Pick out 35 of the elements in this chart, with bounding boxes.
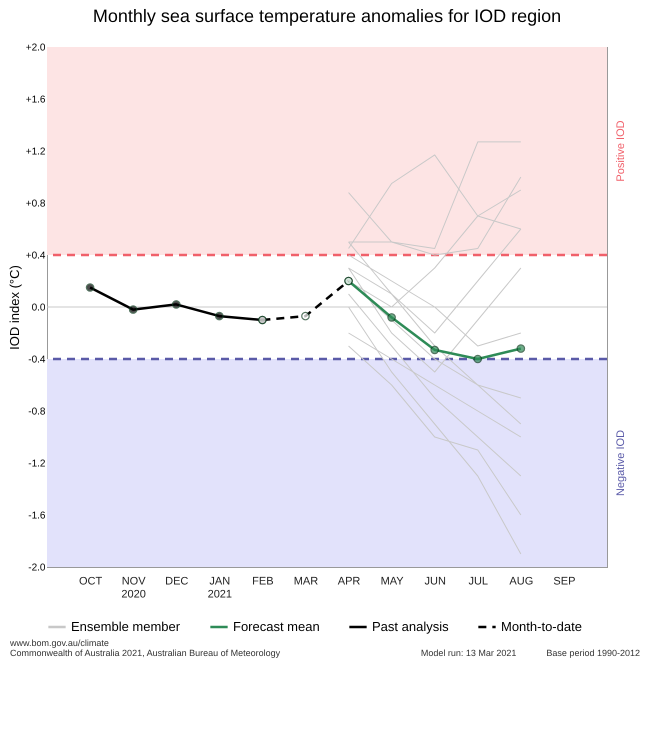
text: www.bom.gov.au/climate [10, 638, 110, 648]
x-tick-label: DEC [165, 576, 188, 588]
band-label: Negative IOD [615, 430, 627, 496]
legend-label: Past analysis [372, 619, 450, 634]
y-tick-label: -1.2 [28, 458, 46, 470]
x-tick-label: MAY [380, 576, 404, 588]
x-tick-label: OCT [78, 576, 102, 588]
y-tick-label: +2.0 [26, 42, 46, 54]
y-tick-label: -0.8 [28, 406, 46, 418]
x-tick-label: NOV 2020 [121, 576, 146, 600]
x-tick-label: JUN [424, 576, 446, 588]
x-tick-label: JAN 2021 [208, 576, 232, 600]
y-tick-label: +1.2 [26, 146, 46, 158]
x-tick-label: MAR [294, 576, 318, 588]
legend-label: Month-to-date [501, 619, 582, 634]
x-tick-label: JUL [468, 576, 488, 588]
x-tick-label: AUG [509, 576, 534, 588]
text: Commonwealth of Australia 2021, Australian Bureau of Meteorology [10, 648, 280, 658]
y-tick-label: +0.4 [26, 250, 46, 262]
y-tick-label: 0.0 [32, 302, 46, 314]
y-tick-label: -1.6 [28, 510, 46, 522]
y-tick-label: +0.8 [26, 198, 46, 210]
x-tick-label: FEB [252, 576, 274, 588]
y-tick-label: +1.6 [26, 94, 46, 106]
x-tick-label: APR [338, 576, 360, 588]
legend-label: Forecast mean [233, 619, 320, 634]
y-tick-label: -0.4 [28, 354, 46, 366]
legend-label: Ensemble member [71, 619, 181, 634]
text: Base period 1990-2012 [546, 648, 640, 658]
y-axis-title: IOD index (°C) [6, 265, 22, 350]
text: Model run: 13 Mar 2021 [420, 648, 516, 658]
chart-title: Monthly sea surface temperature anomalies for IOD region [92, 6, 562, 26]
band-label: Positive IOD [615, 120, 627, 182]
y-tick-label: -2.0 [28, 562, 46, 574]
x-tick-label: SEP [553, 576, 576, 588]
